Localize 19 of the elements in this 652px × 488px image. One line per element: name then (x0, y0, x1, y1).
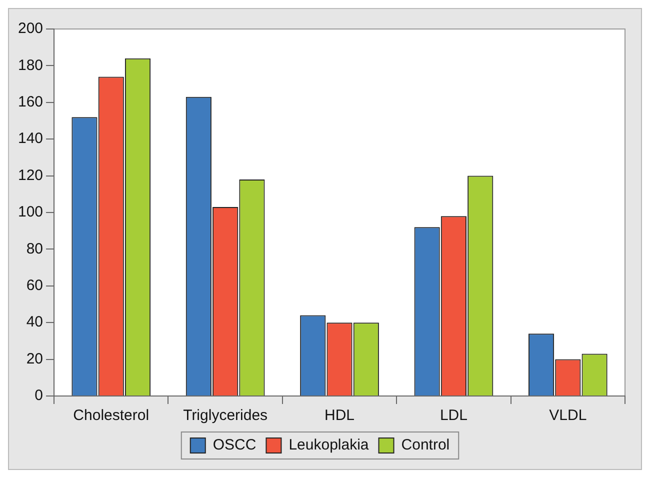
x-tick-label: Triglycerides (183, 407, 268, 424)
legend-label: Leukoplakia (288, 436, 370, 454)
x-tick-label: HDL (324, 407, 355, 424)
legend-label: OSCC (212, 436, 256, 454)
x-tick-label: VLDL (549, 407, 587, 424)
y-tick-label: 180 (18, 56, 44, 74)
y-tick-label: 200 (18, 20, 44, 38)
y-tick-label: 140 (18, 130, 44, 148)
y-tick-label: 100 (18, 204, 44, 221)
legend-label: Control (401, 436, 450, 454)
x-tick-label: Cholesterol (73, 407, 150, 424)
y-tick-label: 60 (26, 277, 44, 294)
y-tick-label: 20 (26, 350, 44, 368)
y-tick-label: 120 (18, 166, 44, 184)
y-tick-label: 0 (34, 387, 44, 404)
y-tick-label: 80 (26, 240, 44, 258)
y-tick-label: 160 (18, 94, 44, 111)
x-tick-label: LDL (440, 407, 468, 424)
y-tick-label: 40 (26, 314, 44, 331)
